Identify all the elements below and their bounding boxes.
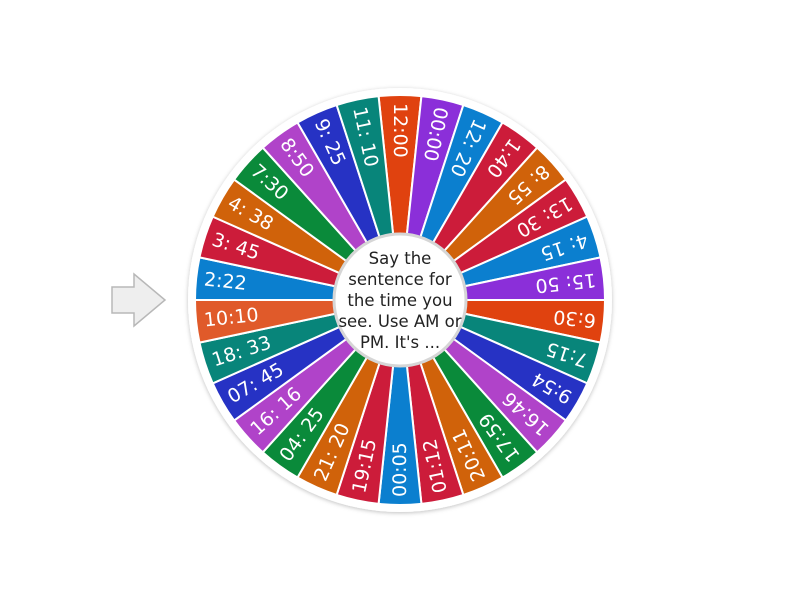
wheel-hub xyxy=(332,232,468,368)
arrow-right-icon xyxy=(111,272,167,328)
segment-label: 12:00 xyxy=(389,103,411,158)
segment-label: 2:22 xyxy=(203,268,248,294)
segment-label: 00:05 xyxy=(389,442,411,497)
segment-label: 6:30 xyxy=(552,305,597,331)
center-prompt: Say the sentence for the time you see. U… xyxy=(338,248,462,352)
